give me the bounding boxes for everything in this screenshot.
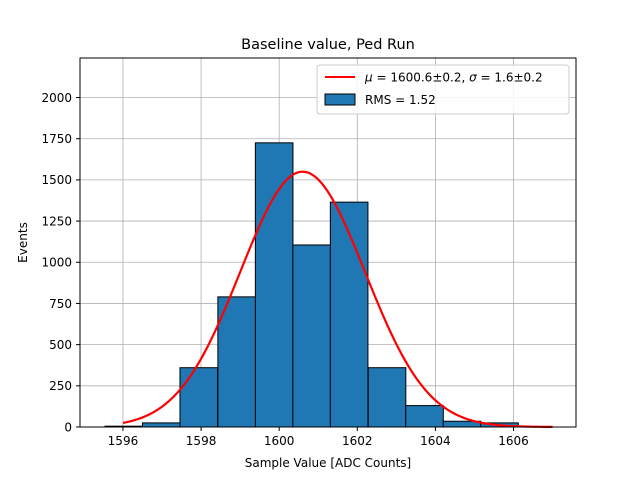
fit-curve <box>122 170 553 429</box>
legend-fit-mu-symbol: μ <box>364 71 373 85</box>
legend-frame <box>316 64 570 115</box>
y-tick-label: 1500 <box>41 173 72 187</box>
x-tick-label: 1600 <box>264 434 295 448</box>
histogram-bars <box>104 142 519 428</box>
y-tick-label: 2000 <box>41 91 72 105</box>
x-tick-label: 1602 <box>342 434 373 448</box>
legend-fit-sigma-symbol: σ <box>469 71 477 85</box>
histogram-bar <box>292 244 331 428</box>
x-axis-label: Sample Value [ADC Counts] <box>245 456 411 470</box>
plot-frame <box>79 57 577 428</box>
y-axis-label: Events <box>16 222 30 263</box>
histogram-bar <box>141 422 181 428</box>
y-tick-label: 500 <box>49 338 72 352</box>
legend-fit-mean-text: = 1600.6±0.2, <box>373 71 469 85</box>
x-tick-label: 1598 <box>186 434 217 448</box>
legend: μ = 1600.6±0.2, σ = 1.6±0.2 RMS = 1.52 <box>316 64 570 115</box>
x-axis-ticks: 1596 1598 1600 1602 1604 1606 <box>108 427 529 448</box>
y-tick-label: 1000 <box>41 256 72 270</box>
y-tick-label: 750 <box>49 297 72 311</box>
histogram-bar <box>367 367 407 428</box>
x-tick-label: 1596 <box>108 434 139 448</box>
y-tick-label: 250 <box>49 379 72 393</box>
histogram-bar <box>405 405 444 428</box>
x-tick-label: 1604 <box>420 434 451 448</box>
gaussian-fit <box>122 170 553 429</box>
legend-fit-sigma-text: = 1.6±0.2 <box>477 71 543 85</box>
histogram-bar <box>254 142 294 428</box>
y-tick-label: 0 <box>64 420 72 434</box>
legend-histogram-swatch <box>324 93 356 106</box>
histogram-bar <box>329 201 369 428</box>
histogram-bar <box>179 367 219 428</box>
y-tick-label: 1250 <box>41 214 72 228</box>
chart-title: Baseline value, Ped Run <box>241 37 415 53</box>
legend-histogram-label: RMS = 1.52 <box>365 93 436 107</box>
y-tick-label: 1750 <box>41 132 72 146</box>
legend-fit-label: μ = 1600.6±0.2, σ = 1.6±0.2 <box>364 71 543 85</box>
histogram-bar <box>217 296 256 428</box>
x-tick-label: 1606 <box>498 434 529 448</box>
y-axis-ticks: 0 250 500 750 1000 1250 1500 1750 2000 <box>41 91 80 434</box>
